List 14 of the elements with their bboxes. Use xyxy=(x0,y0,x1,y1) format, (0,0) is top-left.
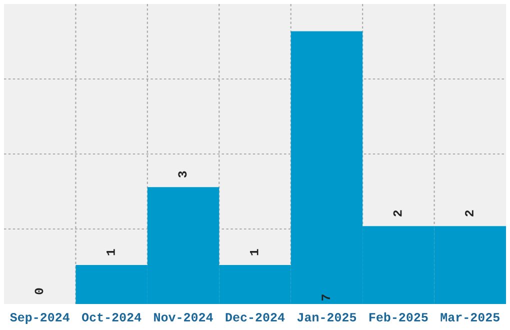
data-label: 1 xyxy=(250,249,258,256)
data-label: 2 xyxy=(465,210,474,216)
data-label: 2 xyxy=(393,210,402,216)
x-tick-label: Oct-2024 xyxy=(82,313,142,322)
x-tick-label: Sep-2024 xyxy=(10,313,70,324)
data-label: 0 xyxy=(34,288,44,294)
data-label: 3 xyxy=(178,171,187,178)
x-tick-label: Jan-2025 xyxy=(297,313,356,322)
x-tick-label: Dec-2024 xyxy=(226,313,285,322)
x-tick-label: Mar-2025 xyxy=(440,313,500,322)
data-label: 1 xyxy=(106,249,115,256)
x-tick-label: Nov-2024 xyxy=(154,313,213,322)
x-tick-label: Feb-2025 xyxy=(369,312,428,322)
data-label: 7 xyxy=(322,294,330,300)
